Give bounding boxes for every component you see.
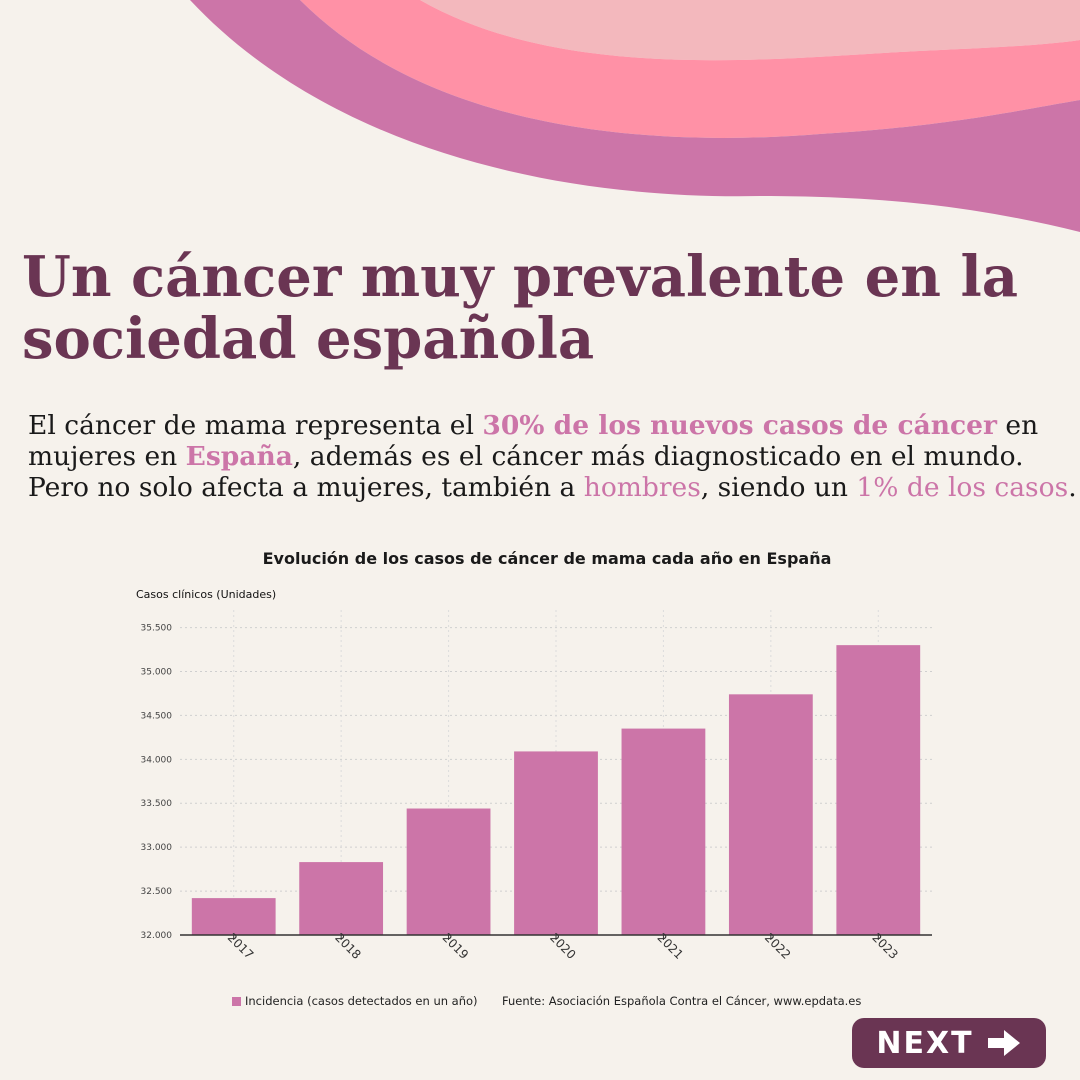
- y-tick-label: 35.000: [141, 667, 173, 677]
- intro-highlight-percentage: 30% de los nuevos casos de cáncer: [482, 410, 997, 441]
- intro-text-2: en mujeres en: [28, 410, 1039, 472]
- y-tick-label: 35.500: [141, 624, 173, 634]
- bar-2018: [299, 862, 384, 935]
- intro-highlight-country: España: [185, 441, 293, 472]
- intro-text-4: , siendo un: [700, 472, 857, 503]
- chart-title: Evolución de los casos de cáncer de mama…: [262, 549, 832, 568]
- bar-2019: [406, 808, 491, 935]
- intro-text-1: El cáncer de mama representa el: [28, 410, 483, 441]
- y-tick-label: 33.500: [141, 799, 173, 809]
- legend-label: Incidencia (casos detectados en un año): [245, 994, 478, 1008]
- y-tick-label: 32.500: [141, 887, 173, 897]
- next-button-label: NEXT: [876, 1025, 974, 1061]
- y-axis-label: Casos clínicos (Unidades): [136, 588, 276, 601]
- bar-2017: [191, 898, 276, 935]
- intro-highlight-share: 1% de los casos: [856, 472, 1069, 503]
- y-tick-label: 34.000: [141, 755, 173, 765]
- wave-back: [420, 0, 1080, 61]
- bar-2022: [728, 694, 813, 935]
- bar-chart: Casos clínicos (Unidades) 32.000 32.500 33.…: [136, 588, 932, 962]
- arrow-right-icon: [987, 1030, 1020, 1056]
- chart-legend: Incidencia (casos detectados en un año): [232, 994, 478, 1008]
- next-button[interactable]: NEXT: [852, 1018, 1046, 1068]
- wave-front: [190, 0, 1080, 232]
- y-tick-label: 33.000: [141, 843, 173, 853]
- page-title: Un cáncer muy prevalente en la sociedad …: [22, 244, 1018, 372]
- bar-2023: [836, 645, 921, 935]
- y-tick-label: 34.500: [141, 711, 173, 721]
- intro-highlight-men: hombres: [583, 472, 701, 503]
- bar-2020: [514, 751, 598, 935]
- wave-mid: [300, 0, 1080, 138]
- y-tick-label: 32.000: [141, 931, 173, 941]
- source-note: Fuente: Asociación Española Contra el Cá…: [502, 994, 862, 1008]
- bar-2021: [621, 728, 706, 935]
- intro-paragraph: El cáncer de mama representa el 30% de l…: [28, 410, 1078, 503]
- decorative-waves: [190, 0, 1080, 232]
- intro-text-3: , además es el cáncer más diagnosticado …: [28, 441, 1024, 503]
- legend-swatch: [232, 997, 241, 1006]
- intro-text-5: .: [1068, 472, 1077, 503]
